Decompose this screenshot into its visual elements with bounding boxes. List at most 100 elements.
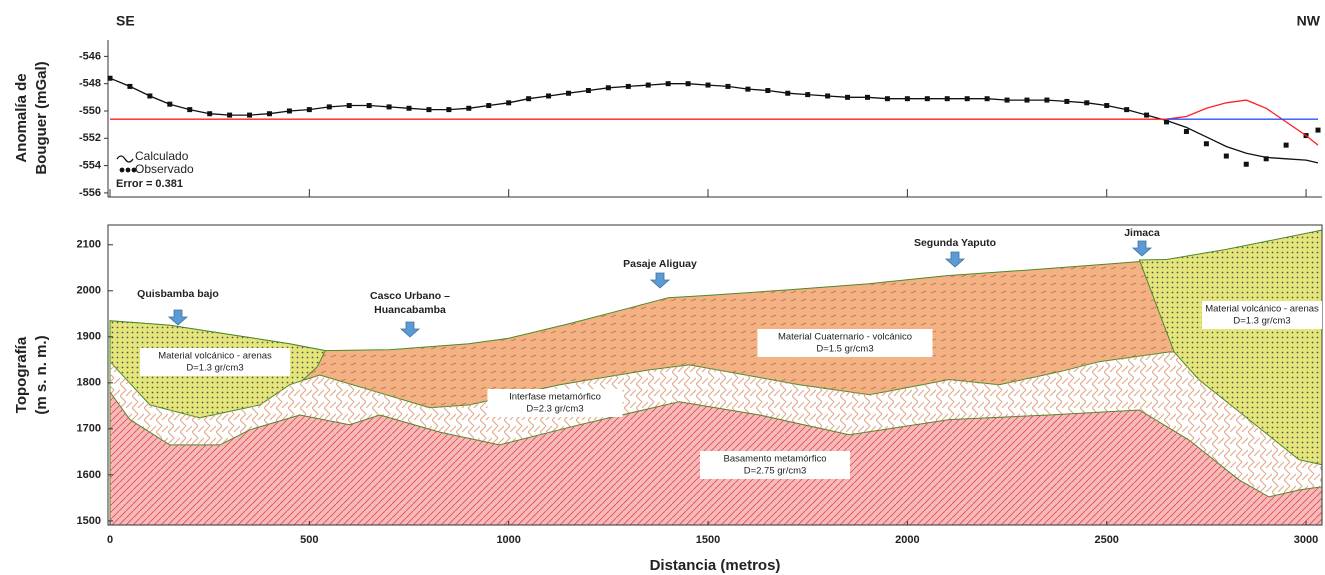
corner-label: SE xyxy=(116,13,135,29)
observed-point xyxy=(167,102,172,107)
observed-point xyxy=(1204,141,1209,146)
observed-point xyxy=(426,107,431,112)
observed-point xyxy=(287,108,292,113)
y-tick-label: -552 xyxy=(79,132,101,144)
observed-point xyxy=(865,95,870,100)
observed-point xyxy=(506,100,511,105)
corner-label: NW xyxy=(1297,13,1321,29)
layer-label: D=2.3 gr/cm3 xyxy=(526,404,583,415)
observed-point xyxy=(905,96,910,101)
layer-label: D=1.3 gr/cm3 xyxy=(1233,316,1290,327)
series-line xyxy=(110,100,1318,145)
page: {"chart_data": [ {"type": "line", "left_… xyxy=(0,0,1325,575)
observed-point xyxy=(1044,98,1049,103)
observed-point xyxy=(247,113,252,118)
observed-point xyxy=(387,104,392,109)
layer-label: D=1.3 gr/cm3 xyxy=(186,363,243,374)
y-axis-label: (m s. n. m.) xyxy=(33,335,50,414)
y-axis-label: Topografía xyxy=(13,336,30,413)
y-tick-label: -546 xyxy=(79,50,101,62)
site-label: Jimaca xyxy=(1124,227,1160,239)
observed-point xyxy=(367,103,372,108)
x-tick-label: 2500 xyxy=(1094,534,1118,546)
y-tick-label: 1800 xyxy=(77,377,101,389)
observed-point xyxy=(486,103,491,108)
observed-point xyxy=(1084,100,1089,105)
observed-point xyxy=(1316,128,1321,133)
y-tick-label: 2100 xyxy=(77,239,101,251)
y-axis-label: Anomalía de xyxy=(13,73,30,162)
observed-point xyxy=(466,106,471,111)
observed-point xyxy=(825,93,830,98)
y-tick-label: 1900 xyxy=(77,331,101,343)
layer-label: Material Cuaternario - volcánico xyxy=(778,332,912,343)
x-tick-label: 2000 xyxy=(895,534,919,546)
observed-point xyxy=(785,91,790,96)
observed-point xyxy=(327,104,332,109)
series-line xyxy=(110,78,1318,163)
observed-point xyxy=(925,96,930,101)
site-arrow xyxy=(169,310,187,325)
observed-point xyxy=(307,107,312,112)
observed-point xyxy=(267,111,272,116)
y-tick-label: 1500 xyxy=(77,515,101,527)
observed-point xyxy=(965,96,970,101)
site-arrow xyxy=(401,322,419,337)
observed-point xyxy=(1284,143,1289,148)
observed-point xyxy=(725,84,730,89)
observed-point xyxy=(127,84,132,89)
observed-point xyxy=(1264,156,1269,161)
site-arrow xyxy=(651,273,669,288)
site-label: Segunda Yaputo xyxy=(914,237,996,249)
x-tick-label: 1000 xyxy=(496,534,520,546)
observed-point xyxy=(646,83,651,88)
error-annotation: Error = 0.381 xyxy=(116,178,183,190)
y-tick-label: -554 xyxy=(79,160,102,172)
observed-point xyxy=(1024,98,1029,103)
observed-point xyxy=(1104,103,1109,108)
observed-point xyxy=(765,88,770,93)
observed-point xyxy=(985,96,990,101)
observed-point xyxy=(1224,154,1229,159)
y-tick-label: 2000 xyxy=(77,285,101,297)
figure: SENWAnomalía deBouguer (mGal)-546-548-55… xyxy=(0,0,1325,575)
observed-point xyxy=(586,88,591,93)
observed-point xyxy=(147,93,152,98)
observed-point xyxy=(207,111,212,116)
site-arrow xyxy=(1133,241,1151,256)
observed-point xyxy=(347,103,352,108)
observed-point xyxy=(945,96,950,101)
site-label: Huancabamba xyxy=(374,304,446,316)
site-arrow xyxy=(946,252,964,267)
observed-point xyxy=(446,107,451,112)
legend-symbol xyxy=(120,168,125,173)
site-label: Quisbamba bajo xyxy=(137,288,219,300)
observed-point xyxy=(407,106,412,111)
observed-point xyxy=(885,96,890,101)
observed-point xyxy=(1184,129,1189,134)
site-label: Casco Urbano – xyxy=(370,290,450,302)
layer-label: D=1.5 gr/cm3 xyxy=(816,344,873,355)
observed-point xyxy=(1124,107,1129,112)
y-tick-label: -556 xyxy=(79,187,101,199)
y-tick-label: 1700 xyxy=(77,423,101,435)
x-tick-label: 500 xyxy=(300,534,318,546)
observed-point xyxy=(546,93,551,98)
observed-point xyxy=(1064,99,1069,104)
site-label: Pasaje Aliguay xyxy=(623,258,697,270)
layer-label: Interfase metamórfico xyxy=(509,392,601,403)
observed-point xyxy=(566,91,571,96)
observed-point xyxy=(706,83,711,88)
layer-label: Basamento metamórfico xyxy=(724,454,827,465)
x-tick-label: 3000 xyxy=(1294,534,1318,546)
x-tick-label: 1500 xyxy=(696,534,720,546)
legend-label: Calculado xyxy=(135,149,189,163)
layer-label: Material volcánico - arenas xyxy=(158,351,272,362)
x-tick-label: 0 xyxy=(107,534,113,546)
observed-point xyxy=(745,87,750,92)
legend-symbol xyxy=(126,168,131,173)
observed-point xyxy=(626,84,631,89)
observed-point xyxy=(805,92,810,97)
observed-point xyxy=(187,107,192,112)
observed-point xyxy=(1144,113,1149,118)
